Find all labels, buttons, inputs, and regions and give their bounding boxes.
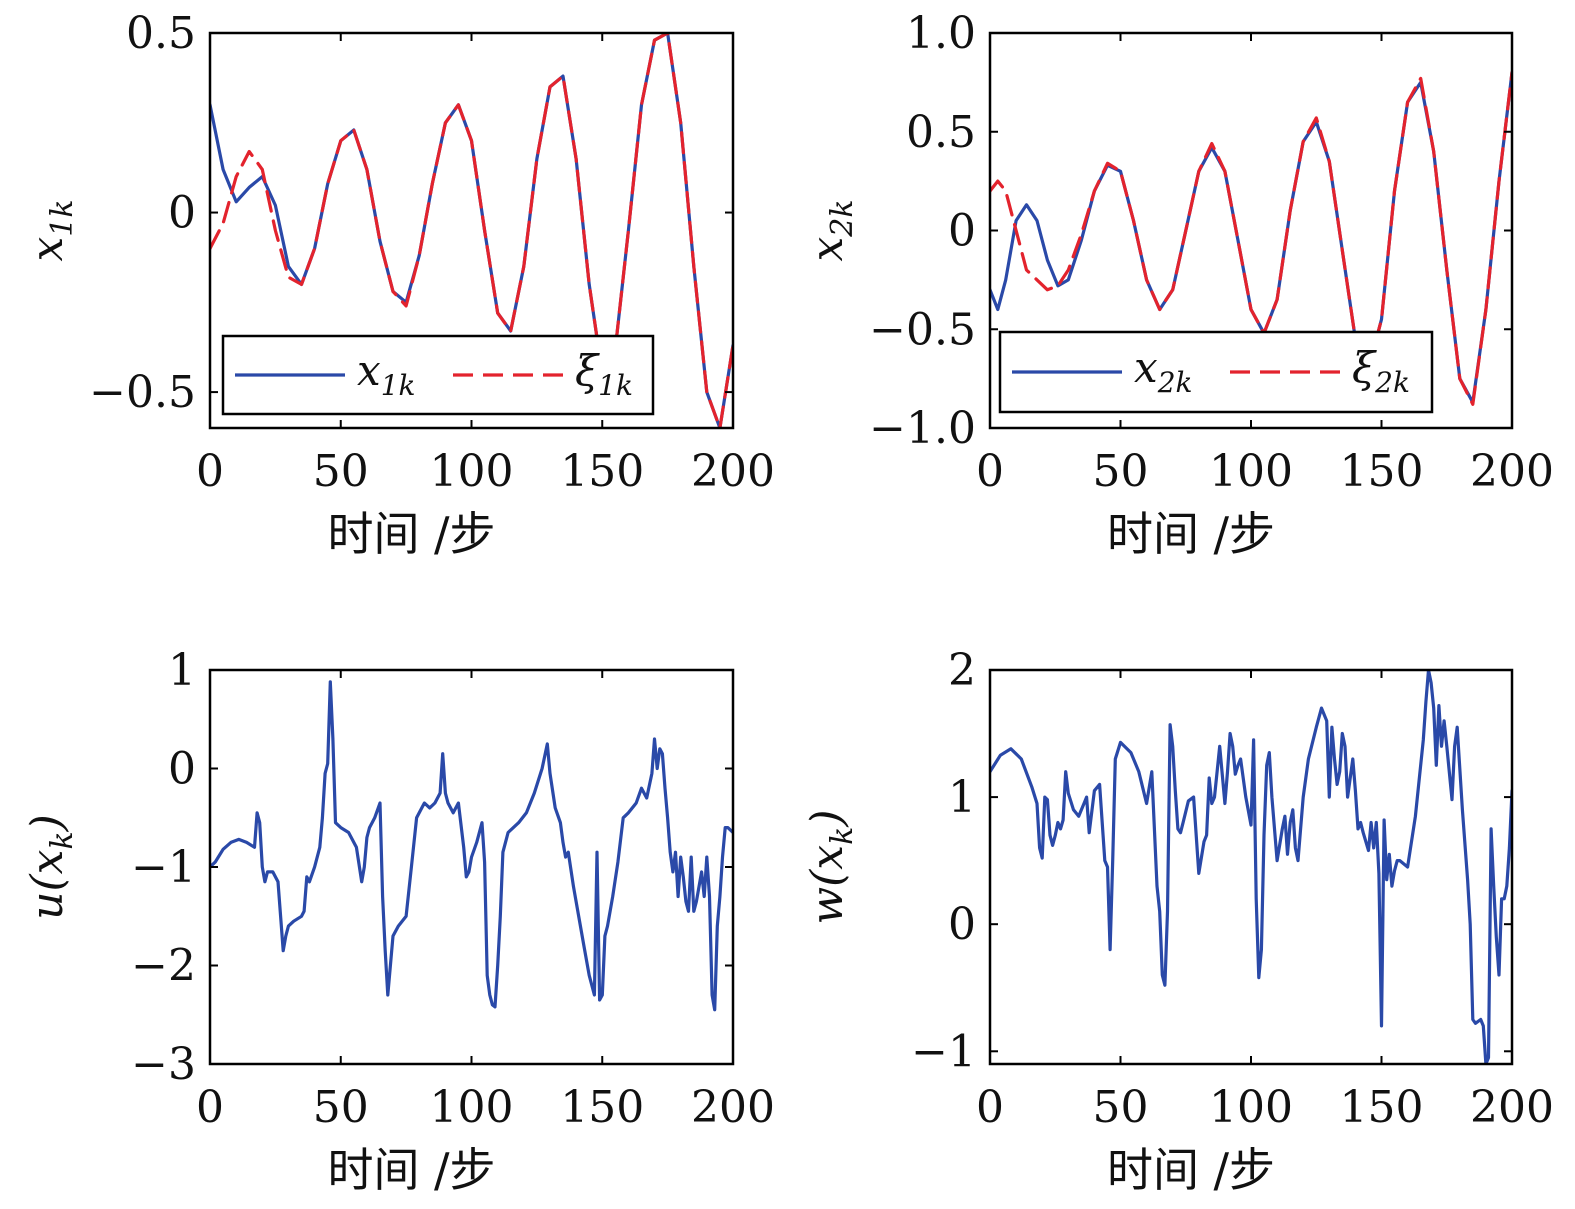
label-base: ξ xyxy=(575,346,600,395)
dashed-series-line xyxy=(990,70,1512,406)
label-tail: ) xyxy=(802,809,853,827)
x-axis-label: 时间 /步 xyxy=(327,507,495,561)
y-tick-label: 0.5 xyxy=(126,8,196,59)
dashed-series-line xyxy=(210,33,733,428)
x-tick-label: 0 xyxy=(976,1082,1004,1133)
y-tick-label: 0.5 xyxy=(906,107,976,158)
y-tick-label: −1.0 xyxy=(869,403,976,454)
legend-text-text: ξ2k xyxy=(1352,343,1410,399)
y-tick-label: 0 xyxy=(948,899,976,950)
x-tick-label: 200 xyxy=(1470,1082,1554,1133)
ylabel-text: x1k xyxy=(22,199,80,261)
label-base: u(x xyxy=(22,849,73,920)
legend-text-text: x1k xyxy=(357,346,415,402)
y-tick-label: 0 xyxy=(948,206,976,257)
label-subscript: 2k xyxy=(825,199,860,237)
label-subscript: 2k xyxy=(1374,366,1410,399)
label-tail: ) xyxy=(22,814,73,832)
x-tick-label: 100 xyxy=(430,1082,514,1133)
x-tick-label: 100 xyxy=(430,446,514,497)
y-tick-label: −1 xyxy=(911,1026,976,1077)
y-tick-label: 1 xyxy=(948,772,976,823)
y-tick-label: 0 xyxy=(168,744,196,795)
x-tick-label: 150 xyxy=(1340,1082,1424,1133)
x-tick-label: 0 xyxy=(196,1082,224,1133)
x-tick-label: 0 xyxy=(196,446,224,497)
label-base: x xyxy=(357,346,381,395)
y-tick-label: 1.0 xyxy=(906,8,976,59)
y-tick-label: −0.5 xyxy=(89,367,196,418)
y-tick-label: −3 xyxy=(131,1039,196,1090)
x-tick-label: 200 xyxy=(1470,446,1554,497)
x-tick-label: 200 xyxy=(691,1082,775,1133)
label-subscript: k xyxy=(825,827,860,845)
x-tick-label: 50 xyxy=(1093,1082,1149,1133)
x-tick-label: 0 xyxy=(976,446,1004,497)
legend-text-text: ξ1k xyxy=(575,346,633,402)
x-tick-label: 50 xyxy=(1093,446,1149,497)
x-axis-label: 时间 /步 xyxy=(327,1143,495,1197)
axes-frame xyxy=(208,668,735,1066)
x-tick-label: 100 xyxy=(1209,446,1293,497)
x-axis-label: 时间 /步 xyxy=(1107,1143,1275,1197)
x-tick-label: 100 xyxy=(1209,1082,1293,1133)
label-subscript: k xyxy=(45,831,80,849)
y-tick-label: −0.5 xyxy=(869,304,976,355)
x-axis-label: 时间 /步 xyxy=(1107,507,1275,561)
label-base: x xyxy=(1134,343,1158,392)
x-tick-label: 150 xyxy=(560,446,644,497)
x-tick-label: 150 xyxy=(560,1082,644,1133)
ylabel-text: u(xk) xyxy=(22,814,80,920)
label-base: x xyxy=(22,237,73,262)
x-tick-label: 50 xyxy=(313,446,369,497)
ylabel-text: x2k xyxy=(802,199,860,261)
x-tick-label: 50 xyxy=(313,1082,369,1133)
ylabel-text: w(xk) xyxy=(802,809,860,924)
y-tick-label: 0 xyxy=(168,188,196,239)
label-base: w(x xyxy=(802,845,853,925)
label-subscript: 2k xyxy=(1157,366,1193,399)
label-subscript: 1k xyxy=(381,369,416,402)
y-tick-label: −2 xyxy=(131,941,196,992)
y-tick-label: 1 xyxy=(168,645,196,696)
legend-text-text: x2k xyxy=(1134,343,1192,399)
solid-series-line xyxy=(210,680,733,1012)
label-base: x xyxy=(802,237,853,262)
label-subscript: 1k xyxy=(598,369,633,402)
y-tick-label: 2 xyxy=(948,645,976,696)
solid-series-line xyxy=(990,670,1512,1064)
label-base: ξ xyxy=(1352,343,1377,392)
label-subscript: 1k xyxy=(45,199,80,236)
chart-panel-3: 0 50 100 150 200 −3 −2 −1 0 1 时间 /步 u(xk) xyxy=(22,645,775,1197)
x-tick-label: 150 xyxy=(1340,446,1424,497)
legend: x2k ξ2k xyxy=(998,330,1434,414)
x-tick-label: 200 xyxy=(691,446,775,497)
y-tick-label: −1 xyxy=(131,842,196,893)
legend: x1k ξ1k xyxy=(221,334,655,416)
